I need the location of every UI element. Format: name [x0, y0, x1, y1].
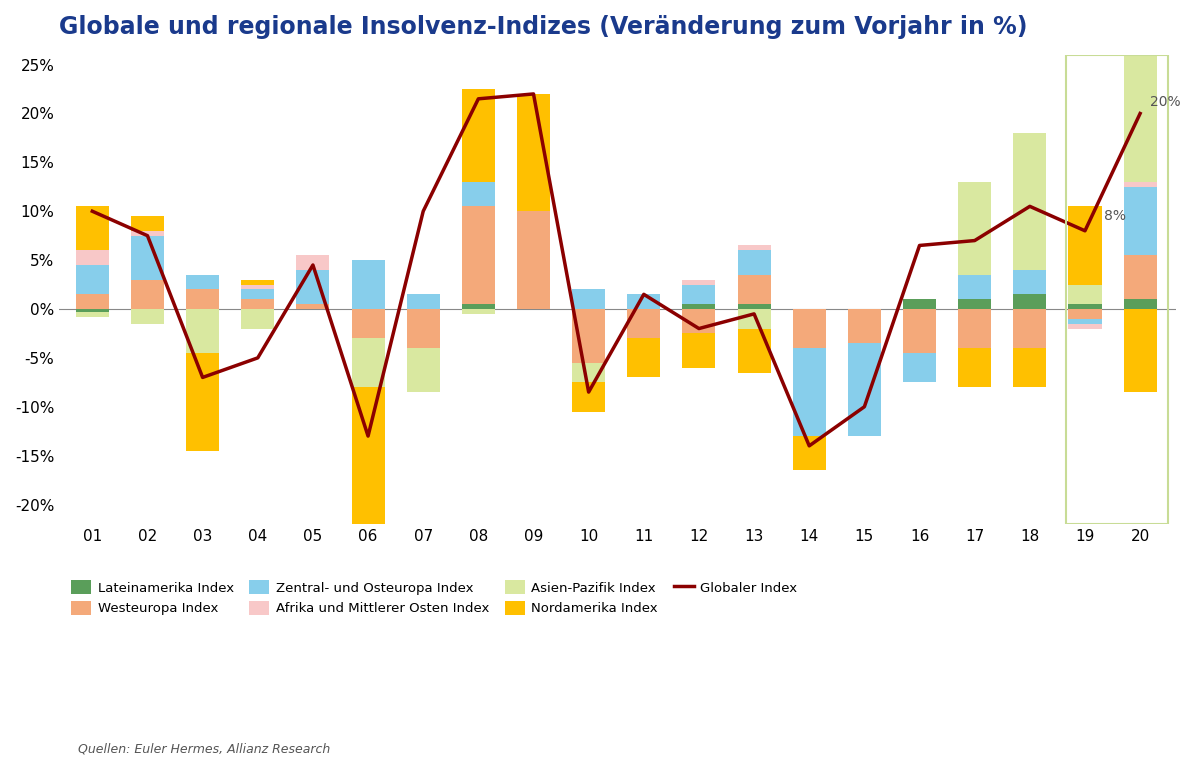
Text: 8%: 8% — [1104, 209, 1127, 223]
Bar — [958, 275, 991, 299]
Bar — [1068, 309, 1102, 318]
Bar — [1013, 309, 1046, 348]
Bar — [407, 294, 439, 309]
Bar — [352, 309, 385, 338]
Text: Quellen: Euler Hermes, Allianz Research: Quellen: Euler Hermes, Allianz Research — [78, 743, 330, 755]
Bar — [76, 312, 109, 317]
Bar — [572, 309, 605, 363]
Bar — [131, 236, 164, 280]
Bar — [1066, 55, 1168, 524]
Bar — [76, 250, 109, 265]
Bar — [902, 309, 936, 353]
Bar — [131, 216, 164, 231]
Bar — [628, 294, 660, 309]
Bar — [572, 290, 605, 309]
Bar — [241, 280, 275, 284]
Bar — [462, 304, 494, 309]
Bar — [1123, 187, 1157, 255]
Bar — [517, 211, 550, 309]
Bar — [1123, 182, 1157, 187]
Bar — [1013, 348, 1046, 387]
Bar — [958, 299, 991, 309]
Bar — [352, 387, 385, 573]
Bar — [296, 270, 330, 304]
Bar — [462, 309, 494, 314]
Bar — [407, 309, 439, 348]
Bar — [572, 363, 605, 382]
Bar — [241, 284, 275, 290]
Bar — [793, 309, 826, 348]
Text: 20%: 20% — [1150, 94, 1181, 109]
Bar — [462, 207, 494, 304]
Bar — [738, 275, 770, 304]
Bar — [738, 304, 770, 309]
Bar — [958, 309, 991, 348]
Bar — [352, 260, 385, 309]
Bar — [902, 299, 936, 309]
Bar — [76, 265, 109, 294]
Bar — [76, 207, 109, 250]
Bar — [1013, 270, 1046, 294]
Bar — [683, 284, 715, 304]
Bar — [1068, 207, 1102, 284]
Bar — [241, 290, 275, 299]
Bar — [958, 348, 991, 387]
Bar — [738, 245, 770, 250]
Bar — [131, 309, 164, 324]
Bar — [186, 290, 220, 309]
Bar — [186, 275, 220, 290]
Bar — [628, 338, 660, 378]
Bar — [628, 309, 660, 338]
Bar — [186, 309, 220, 353]
Bar — [1013, 133, 1046, 270]
Bar — [462, 182, 494, 207]
Bar — [683, 304, 715, 309]
Bar — [738, 309, 770, 328]
Text: Globale und regionale Insolvenz-Indizes (Veränderung zum Vorjahr in %): Globale und regionale Insolvenz-Indizes … — [59, 15, 1027, 39]
Bar — [793, 436, 826, 470]
Bar — [241, 299, 275, 309]
Bar — [902, 353, 936, 382]
Bar — [793, 348, 826, 436]
Bar — [738, 250, 770, 275]
Bar — [572, 382, 605, 412]
Bar — [1123, 299, 1157, 309]
Bar — [76, 294, 109, 309]
Bar — [517, 94, 550, 211]
Bar — [186, 353, 220, 451]
Bar — [241, 309, 275, 328]
Bar — [296, 255, 330, 270]
Bar — [1068, 304, 1102, 309]
Bar — [848, 344, 881, 436]
Legend: Lateinamerika Index, Westeuropa Index, Zentral- und Osteuropa Index, Afrika und : Lateinamerika Index, Westeuropa Index, Z… — [66, 575, 803, 621]
Bar — [1123, 255, 1157, 299]
Bar — [462, 89, 494, 182]
Bar — [848, 309, 881, 344]
Bar — [958, 182, 991, 275]
Bar — [1068, 324, 1102, 328]
Bar — [683, 309, 715, 334]
Bar — [296, 304, 330, 309]
Bar — [131, 231, 164, 236]
Bar — [76, 309, 109, 312]
Bar — [738, 328, 770, 372]
Bar — [352, 338, 385, 387]
Bar — [1013, 294, 1046, 309]
Bar — [1068, 318, 1102, 324]
Bar — [1068, 284, 1102, 304]
Bar — [1123, 309, 1157, 392]
Bar — [407, 348, 439, 392]
Bar — [131, 280, 164, 309]
Bar — [683, 280, 715, 284]
Bar — [1123, 21, 1157, 182]
Bar — [683, 334, 715, 368]
